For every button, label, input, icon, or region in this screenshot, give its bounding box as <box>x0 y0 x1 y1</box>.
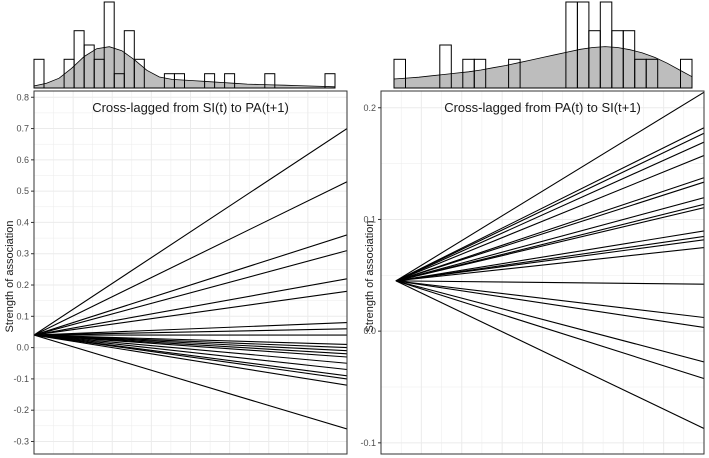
series-line-4 <box>34 250 347 336</box>
chart-title: Cross-lagged from SI(t) to PA(t+1) <box>92 100 289 115</box>
plot-frame <box>380 90 705 455</box>
series-line-16 <box>395 280 704 319</box>
plot-frame <box>33 90 348 455</box>
series-line-7 <box>34 322 347 336</box>
series-line-5 <box>34 278 347 336</box>
series-line-19 <box>34 334 347 386</box>
series-line-14 <box>395 247 704 282</box>
series-line-2 <box>395 127 704 282</box>
series-line-8 <box>34 328 347 336</box>
series-line-3 <box>395 132 704 282</box>
y-axis-label: Strength of association <box>4 221 16 333</box>
series-line-11 <box>395 230 704 282</box>
marginal-histogram <box>393 1 693 89</box>
series-line-3 <box>34 234 347 336</box>
y-tick-label: -0.3 <box>13 436 29 446</box>
y-axis: -0.3 -0.2 -0.1 0.0 0.1 0.2 0.3 0.4 0.5 0.6 0.7 0.8 <box>13 92 34 446</box>
series-line-18 <box>34 334 347 380</box>
chart-right: -0.1 0.0 0.1 0.2 Strength of association Cros… <box>360 1 705 455</box>
y-tick-label: 0.2 <box>16 280 29 290</box>
series-line-15 <box>395 280 704 285</box>
density-curve <box>33 46 336 89</box>
y-tick-label: -0.1 <box>13 374 29 384</box>
series-lines <box>34 128 347 430</box>
y-axis-label: Strength of association <box>364 221 376 333</box>
series-line-6 <box>395 177 704 282</box>
series-line-5 <box>395 154 704 282</box>
series-line-4 <box>395 141 704 282</box>
series-line-7 <box>395 181 704 282</box>
y-tick-label: 0.3 <box>16 249 29 259</box>
series-line-8 <box>395 197 704 282</box>
series-line-19 <box>395 280 704 380</box>
y-tick-label: -0.2 <box>13 405 29 415</box>
series-line-6 <box>34 290 347 336</box>
grid <box>381 91 704 454</box>
y-tick-label: -0.1 <box>360 438 376 448</box>
series-line-13 <box>395 239 704 282</box>
y-tick-label: 0.4 <box>16 217 29 227</box>
series-line-1 <box>395 91 704 282</box>
chart-title: Cross-lagged from PA(t) to SI(t+1) <box>444 100 641 115</box>
series-line-10 <box>395 207 704 282</box>
series-lines <box>395 91 704 430</box>
y-tick-label: 0.0 <box>16 343 29 353</box>
histogram-bar <box>33 58 45 89</box>
series-line-16 <box>34 334 347 371</box>
y-tick-label: 0.1 <box>363 214 376 224</box>
series-line-15 <box>34 334 347 364</box>
marginal-histogram <box>33 1 336 89</box>
series-line-1 <box>34 128 347 336</box>
chart-left: -0.3 -0.2 -0.1 0.0 0.1 0.2 0.3 0.4 0.5 0.6 0.7 0.8 S… <box>4 1 348 455</box>
series-line-18 <box>395 280 704 363</box>
series-line-14 <box>34 334 347 358</box>
series-line-20 <box>34 334 347 430</box>
series-line-2 <box>34 181 347 336</box>
series-line-20 <box>395 280 704 430</box>
y-tick-label: 0.2 <box>363 103 376 113</box>
histogram-bar <box>324 73 336 89</box>
y-tick-label: 0.8 <box>16 92 29 102</box>
series-line-17 <box>395 280 704 329</box>
y-axis: -0.1 0.0 0.1 0.2 <box>360 103 381 448</box>
density-curve <box>393 46 693 89</box>
series-line-12 <box>395 235 704 282</box>
y-tick-label: 0.5 <box>16 186 29 196</box>
y-tick-label: 0.7 <box>16 124 29 134</box>
y-tick-label: 0.0 <box>363 326 376 336</box>
y-tick-label: 0.1 <box>16 311 29 321</box>
y-tick-label: 0.6 <box>16 155 29 165</box>
